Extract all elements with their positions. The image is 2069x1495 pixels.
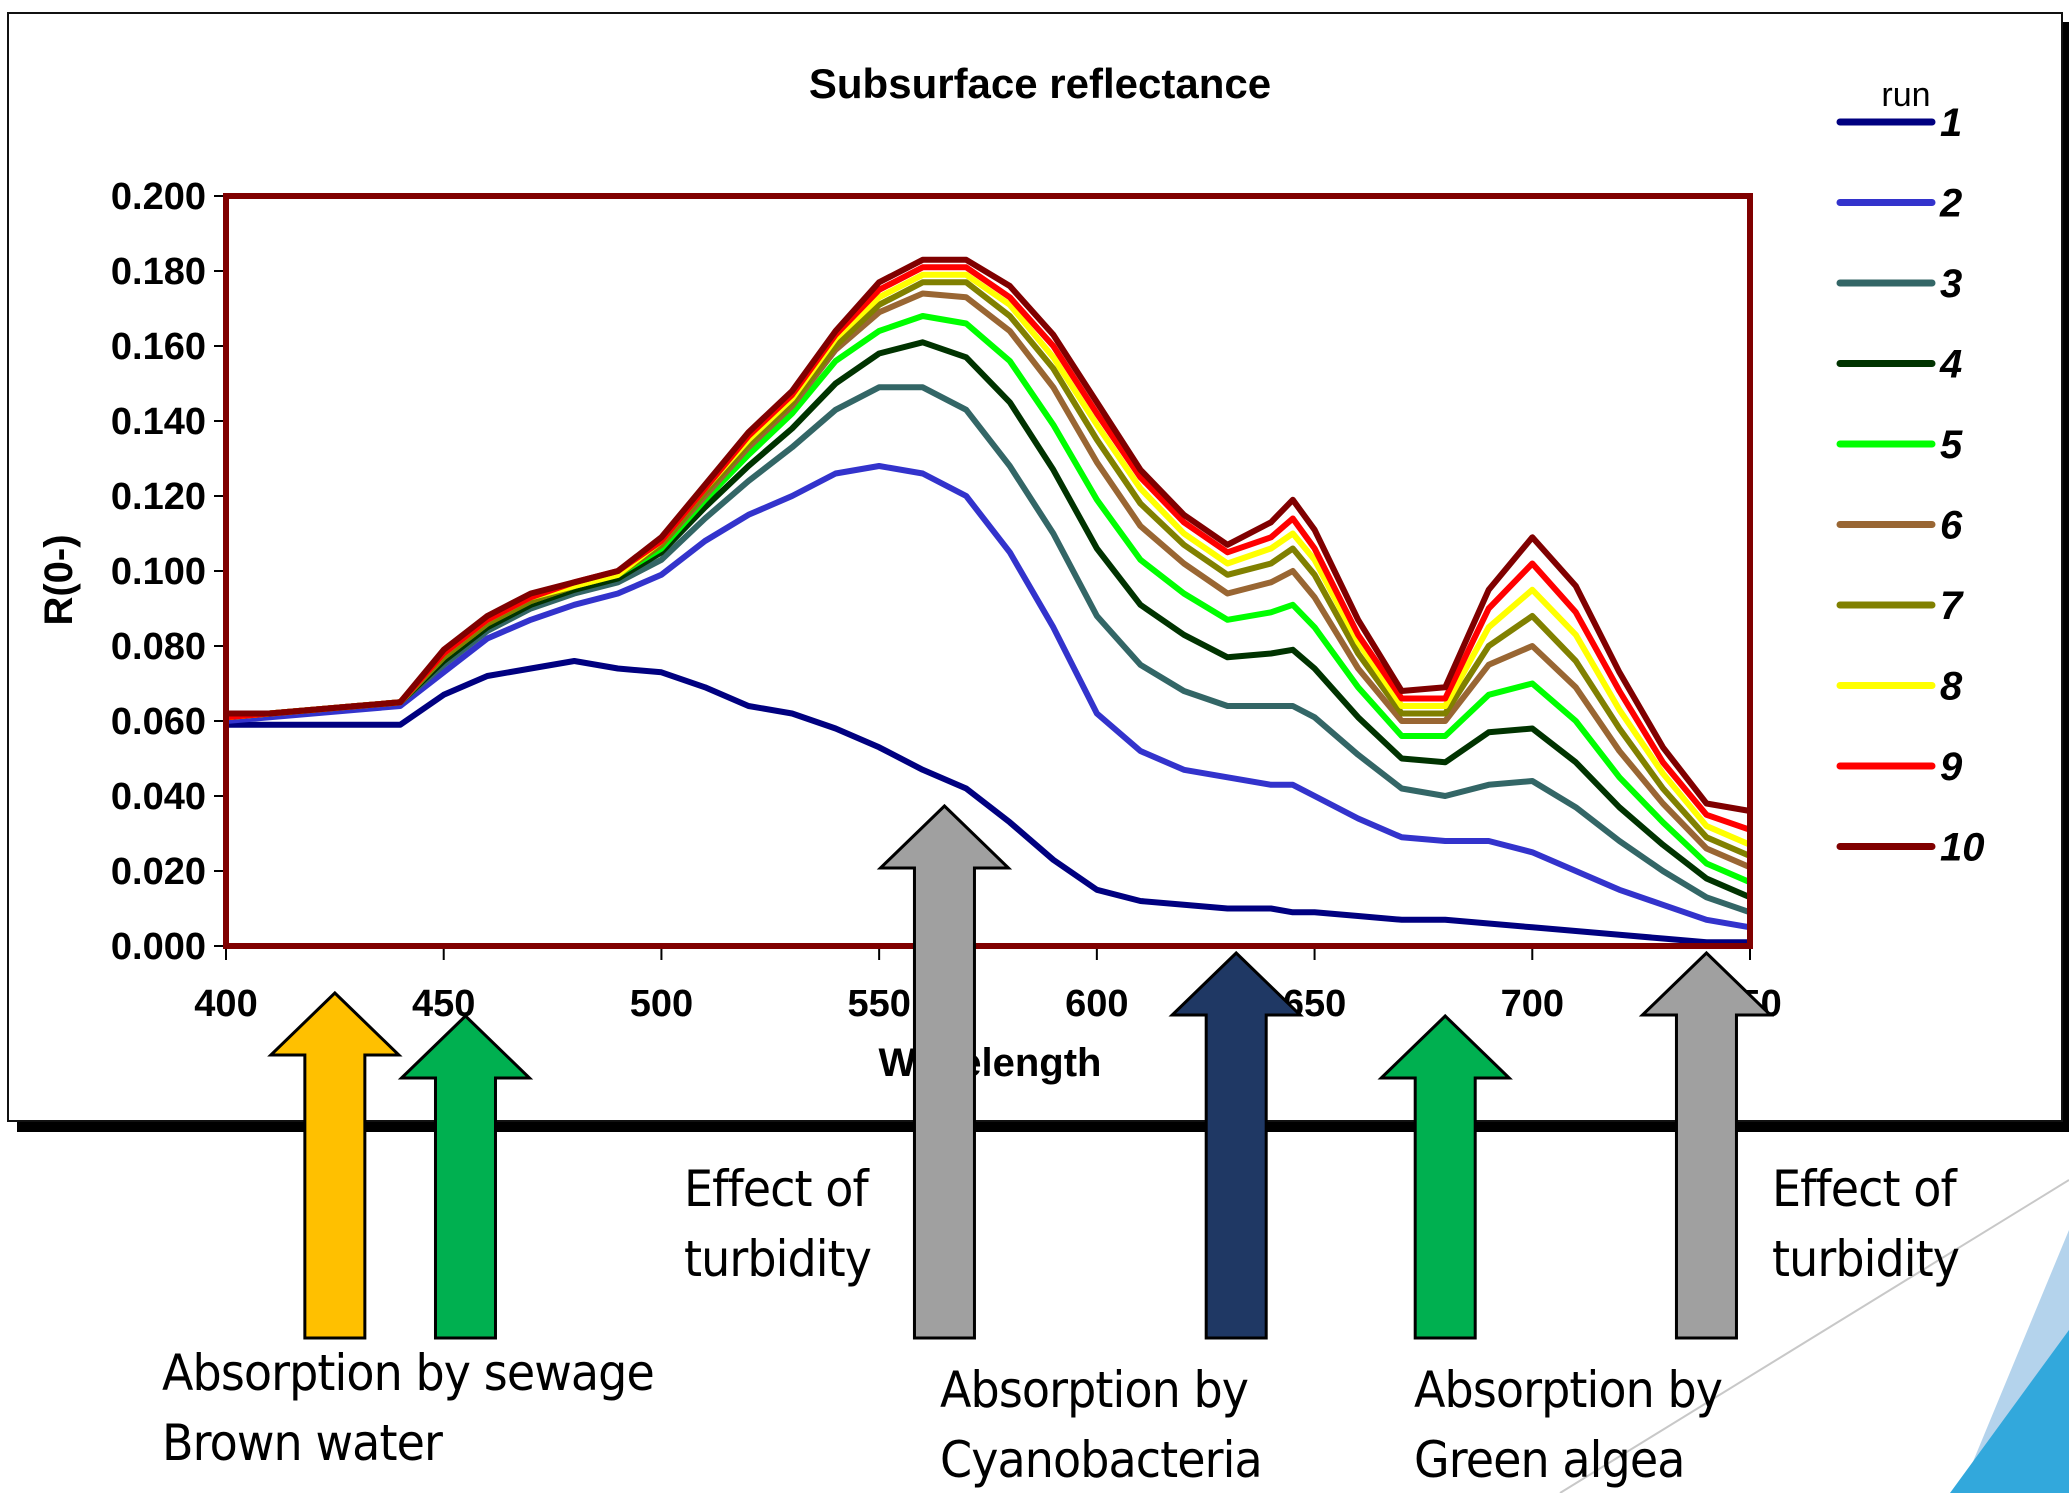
annotation-line: turbidity bbox=[684, 1230, 872, 1288]
legend-label-run-4: 4 bbox=[1939, 343, 1962, 387]
y-tick-label: 0.200 bbox=[111, 176, 206, 218]
annotation-line: Cyanobacteria bbox=[940, 1431, 1263, 1489]
plot-frame bbox=[223, 193, 1753, 949]
annotation-effect-turbidity-right: Effect of turbidity bbox=[1772, 1154, 1960, 1294]
series-line-run-8 bbox=[223, 271, 1753, 848]
x-axis-label: Wavelength bbox=[879, 1041, 1102, 1085]
decor-blue-triangle bbox=[1950, 1330, 2069, 1493]
y-tick-label: 0.060 bbox=[111, 701, 206, 743]
legend-label-run-2: 2 bbox=[1939, 182, 1962, 226]
annotation-line: turbidity bbox=[1772, 1230, 1960, 1288]
y-axis-label: R(0-) bbox=[37, 534, 81, 625]
legend-label-run-7: 7 bbox=[1940, 584, 1964, 628]
arrows-layer bbox=[267, 803, 1775, 1340]
annotation-line: Absorption by bbox=[1414, 1361, 1723, 1419]
legend-label-run-3: 3 bbox=[1940, 262, 1962, 306]
series-line-run-2 bbox=[223, 463, 1753, 931]
y-tick-label: 0.020 bbox=[111, 851, 206, 893]
brown-water-absorption-arrow bbox=[397, 1013, 534, 1340]
legend-label-run-6: 6 bbox=[1940, 504, 1963, 548]
y-tick-label: 0.140 bbox=[111, 401, 206, 443]
y-tick-label: 0.100 bbox=[111, 551, 206, 593]
turbidity-arrow-center bbox=[876, 803, 1013, 1340]
legend-label-run-5: 5 bbox=[1940, 423, 1963, 467]
annotation-line: Effect of bbox=[684, 1160, 869, 1218]
annotation-absorption-sewage: Absorption by sewage Brown water bbox=[162, 1338, 655, 1478]
y-tick-label: 0.080 bbox=[111, 626, 206, 668]
annotation-absorption-cyanobacteria: Absorption by Cyanobacteria bbox=[940, 1355, 1263, 1495]
chart-title: Subsurface reflectance bbox=[809, 60, 1271, 107]
series-line-run-7 bbox=[223, 279, 1753, 859]
annotation-absorption-green-algae: Absorption by Green algea bbox=[1414, 1355, 1723, 1495]
series-line-run-9 bbox=[223, 264, 1753, 833]
x-tick-label: 500 bbox=[630, 983, 693, 1025]
series-line-run-1 bbox=[223, 658, 1753, 946]
annotation-line: Brown water bbox=[162, 1414, 443, 1472]
series-line-run-10 bbox=[223, 256, 1753, 814]
y-tick-label: 0.180 bbox=[111, 251, 206, 293]
legend-label-run-1: 1 bbox=[1940, 101, 1962, 145]
y-tick-label: 0.000 bbox=[111, 926, 206, 968]
decor-diagonal-line bbox=[1559, 1179, 2069, 1493]
legend-title: run bbox=[1881, 76, 1930, 114]
annotation-line: Green algea bbox=[1414, 1431, 1685, 1489]
x-axis: 400450500550600650700750 bbox=[194, 946, 1782, 1025]
legend-label-run-8: 8 bbox=[1940, 665, 1963, 709]
slide-decoration bbox=[1559, 1179, 2069, 1493]
x-tick-label: 650 bbox=[1283, 983, 1346, 1025]
cyanobacteria-absorption-arrow bbox=[1168, 950, 1304, 1340]
legend: run 1 2 3 4 5 6 7 8 9 10 bbox=[1836, 76, 1985, 870]
x-tick-label: 700 bbox=[1501, 983, 1564, 1025]
legend-label-run-10: 10 bbox=[1940, 826, 1985, 870]
x-tick-label: 550 bbox=[847, 983, 910, 1025]
legend-label-run-9: 9 bbox=[1940, 745, 1963, 789]
y-tick-label: 0.160 bbox=[111, 326, 206, 368]
y-tick-label: 0.120 bbox=[111, 476, 206, 518]
annotation-line: Effect of bbox=[1772, 1160, 1957, 1218]
x-tick-label: 600 bbox=[1065, 983, 1128, 1025]
green-algae-absorption-arrow bbox=[1377, 1013, 1513, 1340]
series-line-run-4 bbox=[223, 339, 1753, 901]
sewage-absorption-arrow bbox=[267, 990, 403, 1340]
annotation-effect-turbidity-center: Effect of turbidity bbox=[684, 1154, 872, 1294]
turbidity-arrow-right bbox=[1638, 950, 1775, 1340]
series-layer bbox=[223, 256, 1753, 946]
x-tick-label: 400 bbox=[194, 983, 257, 1025]
annotation-line: Absorption by bbox=[940, 1361, 1249, 1419]
y-axis: 0.000 0.020 0.040 0.060 0.080 0.100 0.120 0.140… bbox=[111, 176, 226, 968]
y-tick-label: 0.040 bbox=[111, 776, 206, 818]
annotation-line: Absorption by sewage bbox=[162, 1344, 655, 1402]
